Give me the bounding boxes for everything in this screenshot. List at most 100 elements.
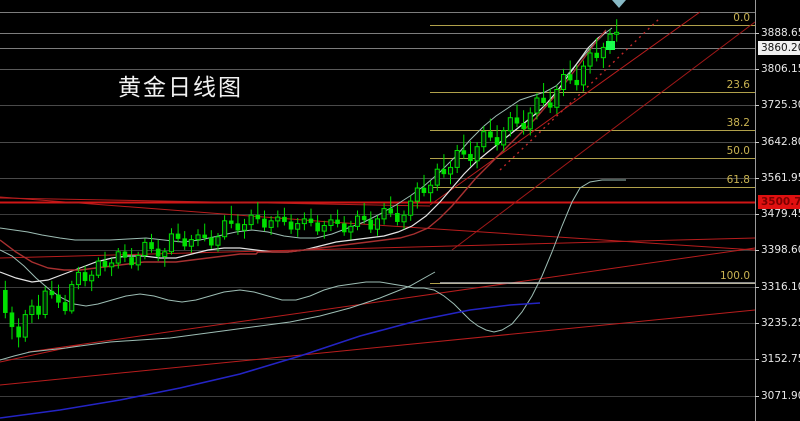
gridlines-horizontal (0, 12, 755, 397)
candle-body (421, 187, 427, 193)
candle-body (614, 31, 620, 35)
price-axis-label: 3806.15 (761, 63, 800, 75)
candle-body (122, 251, 128, 258)
price-axis-label: 3725.30 (761, 99, 800, 111)
axis-tick (755, 250, 759, 251)
candle-body (395, 213, 400, 222)
alert-price-label[interactable]: 3500.77 (758, 195, 800, 209)
candle-body (29, 305, 35, 316)
candle-body (541, 97, 546, 103)
candle-body (168, 233, 174, 253)
candle-body (428, 184, 434, 194)
candle-body (42, 290, 48, 316)
candle-body (554, 89, 560, 108)
candle-body (321, 225, 327, 232)
axis-tick (755, 69, 759, 70)
candlestick-series[interactable] (3, 19, 620, 348)
candle-body (202, 234, 207, 238)
price-axis-label: 3316.10 (761, 281, 800, 293)
candle-body (594, 52, 600, 58)
bollinger-lower (0, 179, 626, 333)
trendline-lower-ascending-2 (0, 309, 756, 386)
candle-body (388, 208, 394, 214)
trendline-steep-right-2 (451, 21, 756, 251)
candle-body (115, 251, 121, 264)
candle-body (262, 218, 267, 228)
candle-body (162, 251, 168, 258)
candle-body (361, 215, 367, 221)
candle-body (62, 302, 68, 312)
trendline-steep-right (429, 11, 701, 206)
candle-body (195, 234, 201, 241)
price-axis[interactable]: 3888.65 3860.20 3806.15 3725.30 3642.80 3561.… (755, 0, 800, 421)
candle-body (275, 216, 281, 222)
candle-body (155, 248, 161, 257)
blue-projection-curve (0, 302, 541, 419)
candle-body (209, 237, 214, 246)
current-price-label[interactable]: 3860.20 (758, 41, 800, 55)
bollinger-upper (0, 27, 613, 243)
candle-body (3, 289, 8, 313)
price-axis-label: 3642.80 (761, 136, 800, 148)
candle-body (9, 312, 15, 328)
candle-body (468, 153, 473, 162)
candle-body (454, 150, 460, 168)
candle-body (228, 220, 234, 224)
candle-body (182, 238, 188, 247)
candle-body (308, 218, 314, 223)
candle-body (580, 65, 587, 86)
axis-tick (755, 105, 759, 106)
candle-body (481, 131, 487, 148)
candle-body (374, 218, 380, 230)
candle-body (408, 200, 414, 216)
candle-body (567, 74, 573, 81)
price-axis-label: 3235.25 (761, 317, 800, 329)
trendline-lower-ascending (27, 247, 756, 353)
bollinger-bands (0, 27, 755, 361)
candle-body (401, 214, 407, 223)
candle-body (135, 255, 141, 266)
candle-body (49, 290, 55, 296)
candle-body (82, 272, 88, 282)
candle-body (341, 223, 347, 233)
axis-tick (755, 396, 759, 397)
axis-tick (755, 287, 759, 288)
candle-body (561, 74, 567, 90)
candle-body (501, 130, 507, 146)
candle-body (22, 314, 28, 338)
axis-tick (755, 323, 759, 324)
candle-body (514, 117, 520, 124)
candle-body (368, 219, 374, 230)
candle-body (434, 168, 440, 186)
bollinger-band-bottom (79, 271, 436, 347)
bollinger-lower-left-tail (0, 345, 81, 361)
candle-body (69, 284, 75, 312)
candle-body (175, 233, 181, 239)
top-cursor-mark (612, 0, 626, 8)
candle-body (149, 242, 154, 250)
candle-body (142, 241, 148, 256)
candle-body (534, 97, 540, 114)
candle-body (75, 271, 82, 286)
candle-body (547, 102, 553, 108)
candle-body (461, 150, 467, 155)
candle-body (215, 236, 221, 246)
candle-body (222, 220, 228, 238)
price-axis-label: 3152.75 (761, 353, 800, 365)
candle-body (494, 137, 500, 146)
trendline-top-boundary (0, 197, 431, 207)
candle-body (521, 123, 526, 130)
candle-body (248, 214, 254, 226)
price-axis-label: 3888.65 (761, 27, 800, 39)
candle-body (295, 223, 301, 230)
candle-body (16, 326, 21, 338)
candle-body (102, 260, 108, 267)
axis-tick (755, 214, 759, 215)
candle-body (301, 218, 307, 225)
candle-body (89, 274, 95, 282)
candle-body (235, 223, 241, 231)
trendlines-red (0, 11, 756, 386)
candle-body (255, 214, 261, 220)
